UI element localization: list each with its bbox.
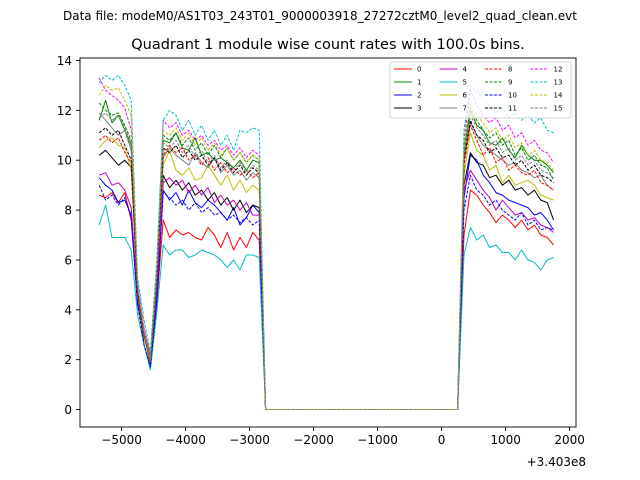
y-tick-label: 2 — [64, 353, 72, 367]
legend-label-4: 4 — [463, 66, 468, 74]
axes: −5000 −4000 −3000 −2000 −1000 0 1000 2000 0 2 4 6 8 1… — [57, 54, 585, 447]
legend-box — [389, 61, 572, 119]
legend-label-10: 10 — [508, 92, 517, 100]
legend-label-1: 1 — [417, 79, 421, 87]
x-tick-label: 0 — [438, 433, 446, 447]
series-line-11 — [98, 119, 554, 410]
x-tick-label: −1000 — [357, 433, 398, 447]
chart-title: Quadrant 1 module wise count rates with … — [131, 37, 525, 53]
series-line-12 — [98, 77, 555, 410]
legend-label-0: 0 — [417, 66, 421, 74]
x-tick-label: −3000 — [229, 433, 270, 447]
y-tick-label: 4 — [64, 303, 72, 317]
x-tick-label: 1000 — [490, 433, 521, 447]
legend-label-11: 11 — [508, 105, 517, 113]
legend-label-3: 3 — [417, 105, 421, 113]
legend-label-8: 8 — [508, 66, 512, 74]
x-tick-label: −2000 — [293, 433, 334, 447]
x-tick-label: −5000 — [101, 433, 142, 447]
y-tick-label: 8 — [64, 204, 72, 218]
legend-label-6: 6 — [463, 92, 468, 100]
series-line-10 — [98, 174, 554, 410]
suptitle: Data file: modeM0/AS1T03_243T01_90000039… — [63, 9, 577, 23]
series-line-8 — [98, 124, 554, 410]
y-tick-label: 14 — [57, 54, 72, 68]
y-tick-label: 10 — [57, 154, 72, 168]
series-line-6 — [98, 132, 554, 410]
axes-frame — [79, 57, 577, 428]
legend-label-7: 7 — [463, 105, 467, 113]
y-tick-label: 0 — [64, 403, 72, 417]
legend-label-13: 13 — [554, 79, 563, 87]
legend-label-12: 12 — [554, 66, 563, 74]
series-line-15 — [98, 112, 554, 410]
legend-label-5: 5 — [463, 79, 467, 87]
x-tick-label: 2000 — [554, 433, 585, 447]
plot-area — [98, 75, 555, 410]
legend-label-2: 2 — [417, 92, 421, 100]
y-tick-label: 12 — [57, 104, 72, 118]
legend-label-9: 9 — [508, 79, 512, 87]
y-tick-label: 6 — [64, 253, 72, 267]
legend-label-14: 14 — [554, 92, 563, 100]
x-offset-label: +3.403e8 — [527, 455, 586, 469]
x-tick-label: −4000 — [165, 433, 206, 447]
legend-label-15: 15 — [554, 105, 563, 113]
